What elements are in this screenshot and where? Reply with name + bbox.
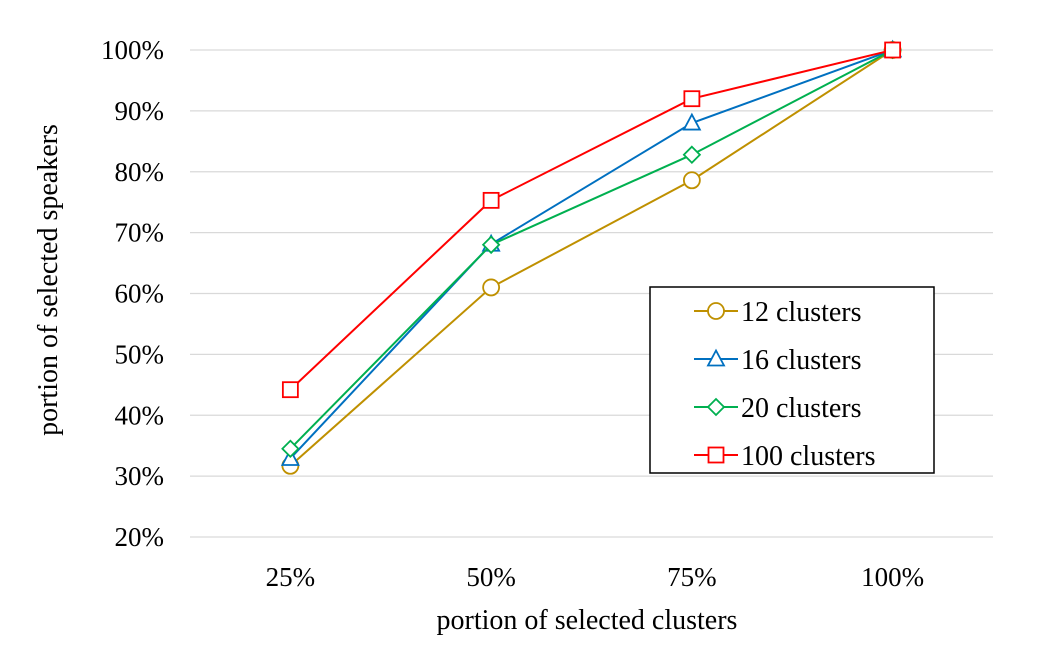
x-tick-labels: 25% 50% 75% 100% [266,562,925,592]
x-tick-label: 25% [266,562,316,592]
series-line [289,49,893,391]
data-point [683,90,701,108]
legend-items: 12 clusters 16 clusters 20 clusters 100 clu… [694,297,876,472]
data-point [682,145,702,164]
legend-item: 12 clusters [694,297,862,328]
series-line [289,49,894,450]
legend-marker [707,302,725,320]
data-point [482,191,500,209]
legend-label: 100 clusters [741,441,876,472]
x-tick-label: 75% [667,562,717,592]
legend-marker [706,348,726,367]
y-tick-label: 20% [115,522,165,552]
legend-label: 16 clusters [741,345,862,376]
legend: 12 clusters 16 clusters 20 clusters 100 clu… [649,286,935,474]
series-line [289,49,893,460]
y-tick-label: 80% [115,157,165,187]
legend-marker [707,446,725,464]
legend-label: 12 clusters [741,297,862,328]
y-tick-label: 100% [101,35,164,65]
y-tick-label: 90% [115,96,165,126]
x-axis-title: portion of selected clusters [437,605,738,636]
data-point [884,41,902,59]
legend-box [649,286,935,474]
y-tick-label: 50% [115,339,165,369]
data-point [682,171,701,190]
legend-item: 100 clusters [694,441,876,472]
y-tick-label: 70% [115,218,165,248]
y-tick-label: 40% [115,400,165,430]
data-point [481,235,501,255]
data-point [482,278,501,297]
y-axis-title: portion of selected speakers [33,124,64,436]
y-tick-labels: 20% 30% 40% 50% 60% 70% 80% 90% 100% [101,35,164,552]
legend-label: 20 clusters [741,393,862,424]
series-layer [280,39,903,475]
series-line [289,49,894,467]
data-point [682,112,702,131]
data-point [281,439,300,459]
data-point [281,381,299,399]
x-tick-label: 50% [466,562,516,592]
legend-item: 16 clusters [694,345,862,376]
legend-item: 20 clusters [694,393,862,424]
y-tick-label: 60% [115,279,165,309]
y-tick-label: 30% [115,461,165,491]
series-100-clusters [281,41,902,399]
legend-marker [706,397,726,417]
x-tick-label: 100% [861,562,924,592]
